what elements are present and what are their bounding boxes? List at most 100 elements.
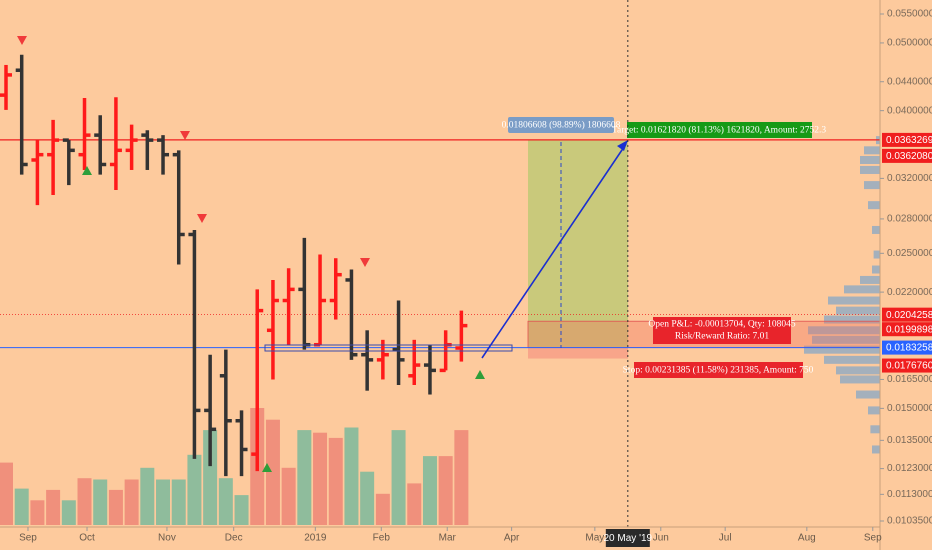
price-tag [882, 132, 932, 147]
x-tick-label: Aug [798, 533, 816, 544]
volume-bar [140, 467, 155, 525]
price-tag [882, 340, 932, 355]
x-tick-label: 2019 [304, 533, 327, 544]
volume-bar [297, 430, 312, 525]
volume-profile-bar [828, 296, 880, 305]
volume-profile-bar [860, 275, 880, 284]
x-tick-label: Apr [504, 533, 520, 544]
x-tick-label: Oct [79, 533, 95, 544]
volume-bar [438, 456, 453, 525]
price-tag-label: 0.01998987 [886, 324, 932, 335]
crosshair-tag [605, 529, 650, 547]
volume-bar [313, 432, 328, 525]
volume-bar [30, 500, 45, 525]
buy-signal [475, 370, 485, 379]
price-tag-label: 0.01832581 [886, 343, 932, 354]
sell-signal [17, 36, 27, 45]
volume-bar [360, 471, 375, 525]
x-tick-label: Dec [225, 533, 243, 544]
volume-bar [203, 430, 218, 525]
stop-label: Stop: 0.00231385 (11.58%) 231385, Amount… [623, 365, 814, 376]
buy-signal [262, 463, 272, 472]
ratio-label: Risk/Reward Ratio: 7.01 [675, 332, 769, 342]
volume-profile-bar [824, 315, 880, 324]
x-tick-label: Feb [373, 533, 391, 544]
crosshair-label: 20 May '19 [604, 533, 653, 544]
volume-bar [187, 454, 202, 525]
volume-bar [61, 500, 76, 525]
volume-profile-bar [864, 146, 880, 155]
sell-signal [180, 131, 190, 140]
volume-bar [0, 462, 13, 525]
x-tick-label: Sep [19, 533, 37, 544]
volume-profile-bar [872, 445, 880, 454]
volume-profile-bar [868, 406, 880, 415]
volume-bar [391, 430, 406, 525]
volume-profile-bar [864, 181, 880, 190]
pnl-box [653, 317, 791, 344]
volume-bar [454, 430, 469, 525]
arrow-head [617, 140, 628, 151]
volume-profile-bar [824, 355, 880, 364]
target-zone [528, 139, 628, 348]
volume-bar [171, 479, 186, 525]
measure-box [508, 117, 614, 133]
x-tick-label: Nov [158, 533, 176, 544]
volume-bar [265, 419, 280, 525]
volume-bar [422, 456, 437, 525]
x-tick-label: Sep [864, 533, 882, 544]
price-tag-label: 0.03632697 [886, 135, 932, 146]
volume-bar [375, 493, 390, 525]
volume-profile-bar [870, 425, 880, 434]
volume-bar [124, 479, 139, 525]
volume-bar [218, 478, 233, 525]
volume-profile-bar [836, 306, 880, 315]
volume-bar [407, 483, 422, 525]
x-tick-label: Mar [439, 533, 457, 544]
volume-profile-bar [868, 201, 880, 210]
volume-bar [14, 488, 29, 525]
price-tag [882, 307, 932, 322]
price-tag-label: 0.01767602 [886, 361, 932, 372]
volume-bar [281, 467, 296, 525]
volume-profile-bar [872, 265, 880, 274]
volume-bar [344, 427, 359, 525]
volume-bar [328, 437, 343, 525]
volume-profile-bar [873, 250, 880, 259]
target-label: Target: 0.01621820 (81.13%) 1621820, Amo… [612, 125, 826, 136]
volume-profile-bar [804, 345, 880, 354]
volume-bar [156, 479, 171, 525]
x-tick-label: May [585, 533, 604, 544]
volume-profile-bar [856, 390, 880, 399]
volume-bar [234, 495, 249, 525]
volume-bar [77, 478, 92, 525]
main-layer [0, 54, 468, 477]
target-box [627, 122, 812, 138]
buy-signal [82, 166, 92, 175]
projection-arrow [481, 143, 627, 359]
measure-label: 0.01806608 (98.89%) 1806608 [502, 120, 621, 131]
price-tag [882, 148, 932, 163]
price-tag-label: 0.03620807 [886, 151, 932, 162]
volume-profile-bar [860, 165, 880, 174]
stop-box [634, 362, 803, 378]
volume-profile-bar [812, 335, 880, 344]
pnl-label: Open P&L: -0.00013704, Qty: 108045 [648, 320, 795, 330]
volume-profile-bar [808, 326, 880, 335]
sell-signal [197, 214, 207, 223]
volume-profile-bar [860, 155, 880, 164]
price-tag [882, 322, 932, 337]
